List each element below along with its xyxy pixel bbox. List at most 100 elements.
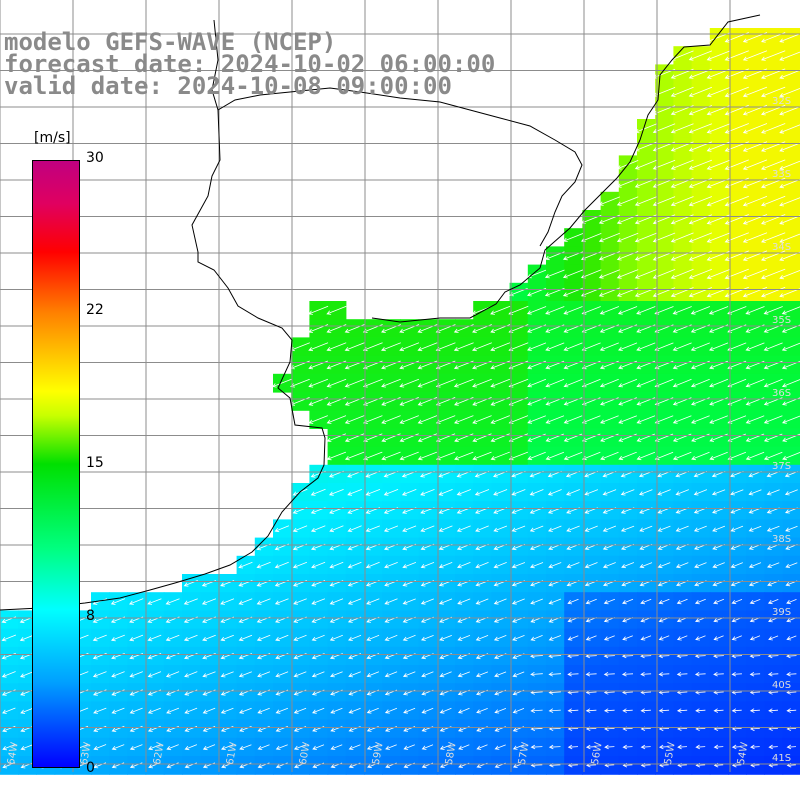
wind-arrow [256,561,271,569]
wind-arrow [782,451,800,461]
wind-arrow [670,50,694,61]
wind-arrow [93,707,107,714]
wind-arrow [562,269,584,279]
wind-arrow [310,525,326,533]
wind-arrow [748,562,762,568]
wind-arrow [329,561,344,569]
wind-arrow [563,451,583,461]
wind-arrow [602,562,616,569]
wind-arrow [742,268,768,280]
wind-arrow [690,306,711,315]
wind-arrow [402,671,416,678]
wind-arrow [257,744,270,750]
wind-arrow [308,378,329,388]
wind-arrow [602,489,617,496]
wind-arrow [731,708,742,713]
wind-arrow [366,598,380,605]
wind-arrow [512,744,524,750]
wind-arrow [706,268,731,280]
wind-arrow [694,598,706,605]
wind-arrow [402,634,416,641]
wind-arrow [166,707,180,714]
wind-arrow [600,451,619,461]
wind-arrow [621,562,635,569]
wind-arrow [348,744,361,750]
wind-arrow [511,562,526,569]
wind-arrow [585,708,597,713]
wind-arrow [417,451,438,461]
wind-arrow [311,598,326,605]
wind-arrow [676,671,688,677]
wind-arrow [238,598,253,605]
wind-arrow [713,598,725,605]
wind-arrow [548,562,562,569]
wind-arrow [490,342,511,352]
wind-arrow [600,415,619,424]
wind-arrow [745,451,765,461]
wind-arrow [724,286,749,298]
wind-arrow [330,744,343,750]
wind-arrow [562,233,584,242]
wind-arrow [602,525,617,532]
wind-arrow [616,269,639,279]
wind-arrow [384,671,398,678]
wind-arrow [676,635,688,641]
wind-arrow [439,598,453,605]
wind-arrow [688,86,713,97]
wind-arrow [202,707,216,714]
wind-arrow [344,451,365,461]
valid-date: valid date: 2024-10-08 09:00:00 [4,72,452,100]
wind-arrow [585,598,597,605]
wind-arrow [548,708,561,713]
wind-arrow [584,562,598,569]
wind-arrow [724,268,749,280]
wind-arrow [439,744,452,750]
wind-arrow [474,489,490,496]
wind-arrow [439,707,452,714]
wind-arrow [634,123,657,134]
wind-arrow [438,489,453,496]
wind-arrow [706,86,731,98]
wind-arrow [563,342,583,351]
wind-arrow [256,598,271,605]
wind-arrow [620,525,635,532]
wind-arrow [672,306,692,315]
wind-arrow [713,744,724,750]
wind-arrow [693,489,708,496]
wind-arrow [475,562,489,569]
wind-arrow [329,598,344,605]
wind-arrow [672,415,692,424]
wind-arrow [383,525,399,532]
wind-arrow [475,671,489,678]
wind-arrow [292,561,308,569]
wind-arrow [329,489,344,496]
wind-arrow [761,250,786,261]
wind-arrow [292,525,308,533]
wind-arrow [694,671,706,677]
wind-arrow [545,378,565,388]
wind-arrow [129,634,144,642]
wind-arrow [749,635,761,641]
wind-arrow [712,525,726,532]
wind-arrow [706,123,731,134]
wind-arrow [781,306,800,315]
wind-arrow [530,744,543,750]
wind-arrow [527,415,546,424]
latitude-label: 34S [772,242,792,253]
wind-arrow [308,415,328,424]
wind-arrow [639,562,653,569]
wind-arrow [384,562,398,569]
wind-arrow [761,159,786,170]
wind-arrow [529,489,544,496]
wind-arrow [634,269,657,279]
wind-arrow [511,489,526,496]
wind-arrow [530,671,543,677]
wind-arrow [745,378,765,388]
wind-arrow [786,671,797,677]
wind-arrow [438,525,453,532]
wind-arrow [713,635,724,641]
wind-arrow [711,489,726,496]
wind-arrow [750,744,760,750]
wind-arrow [672,342,692,351]
wind-arrow [529,525,544,532]
